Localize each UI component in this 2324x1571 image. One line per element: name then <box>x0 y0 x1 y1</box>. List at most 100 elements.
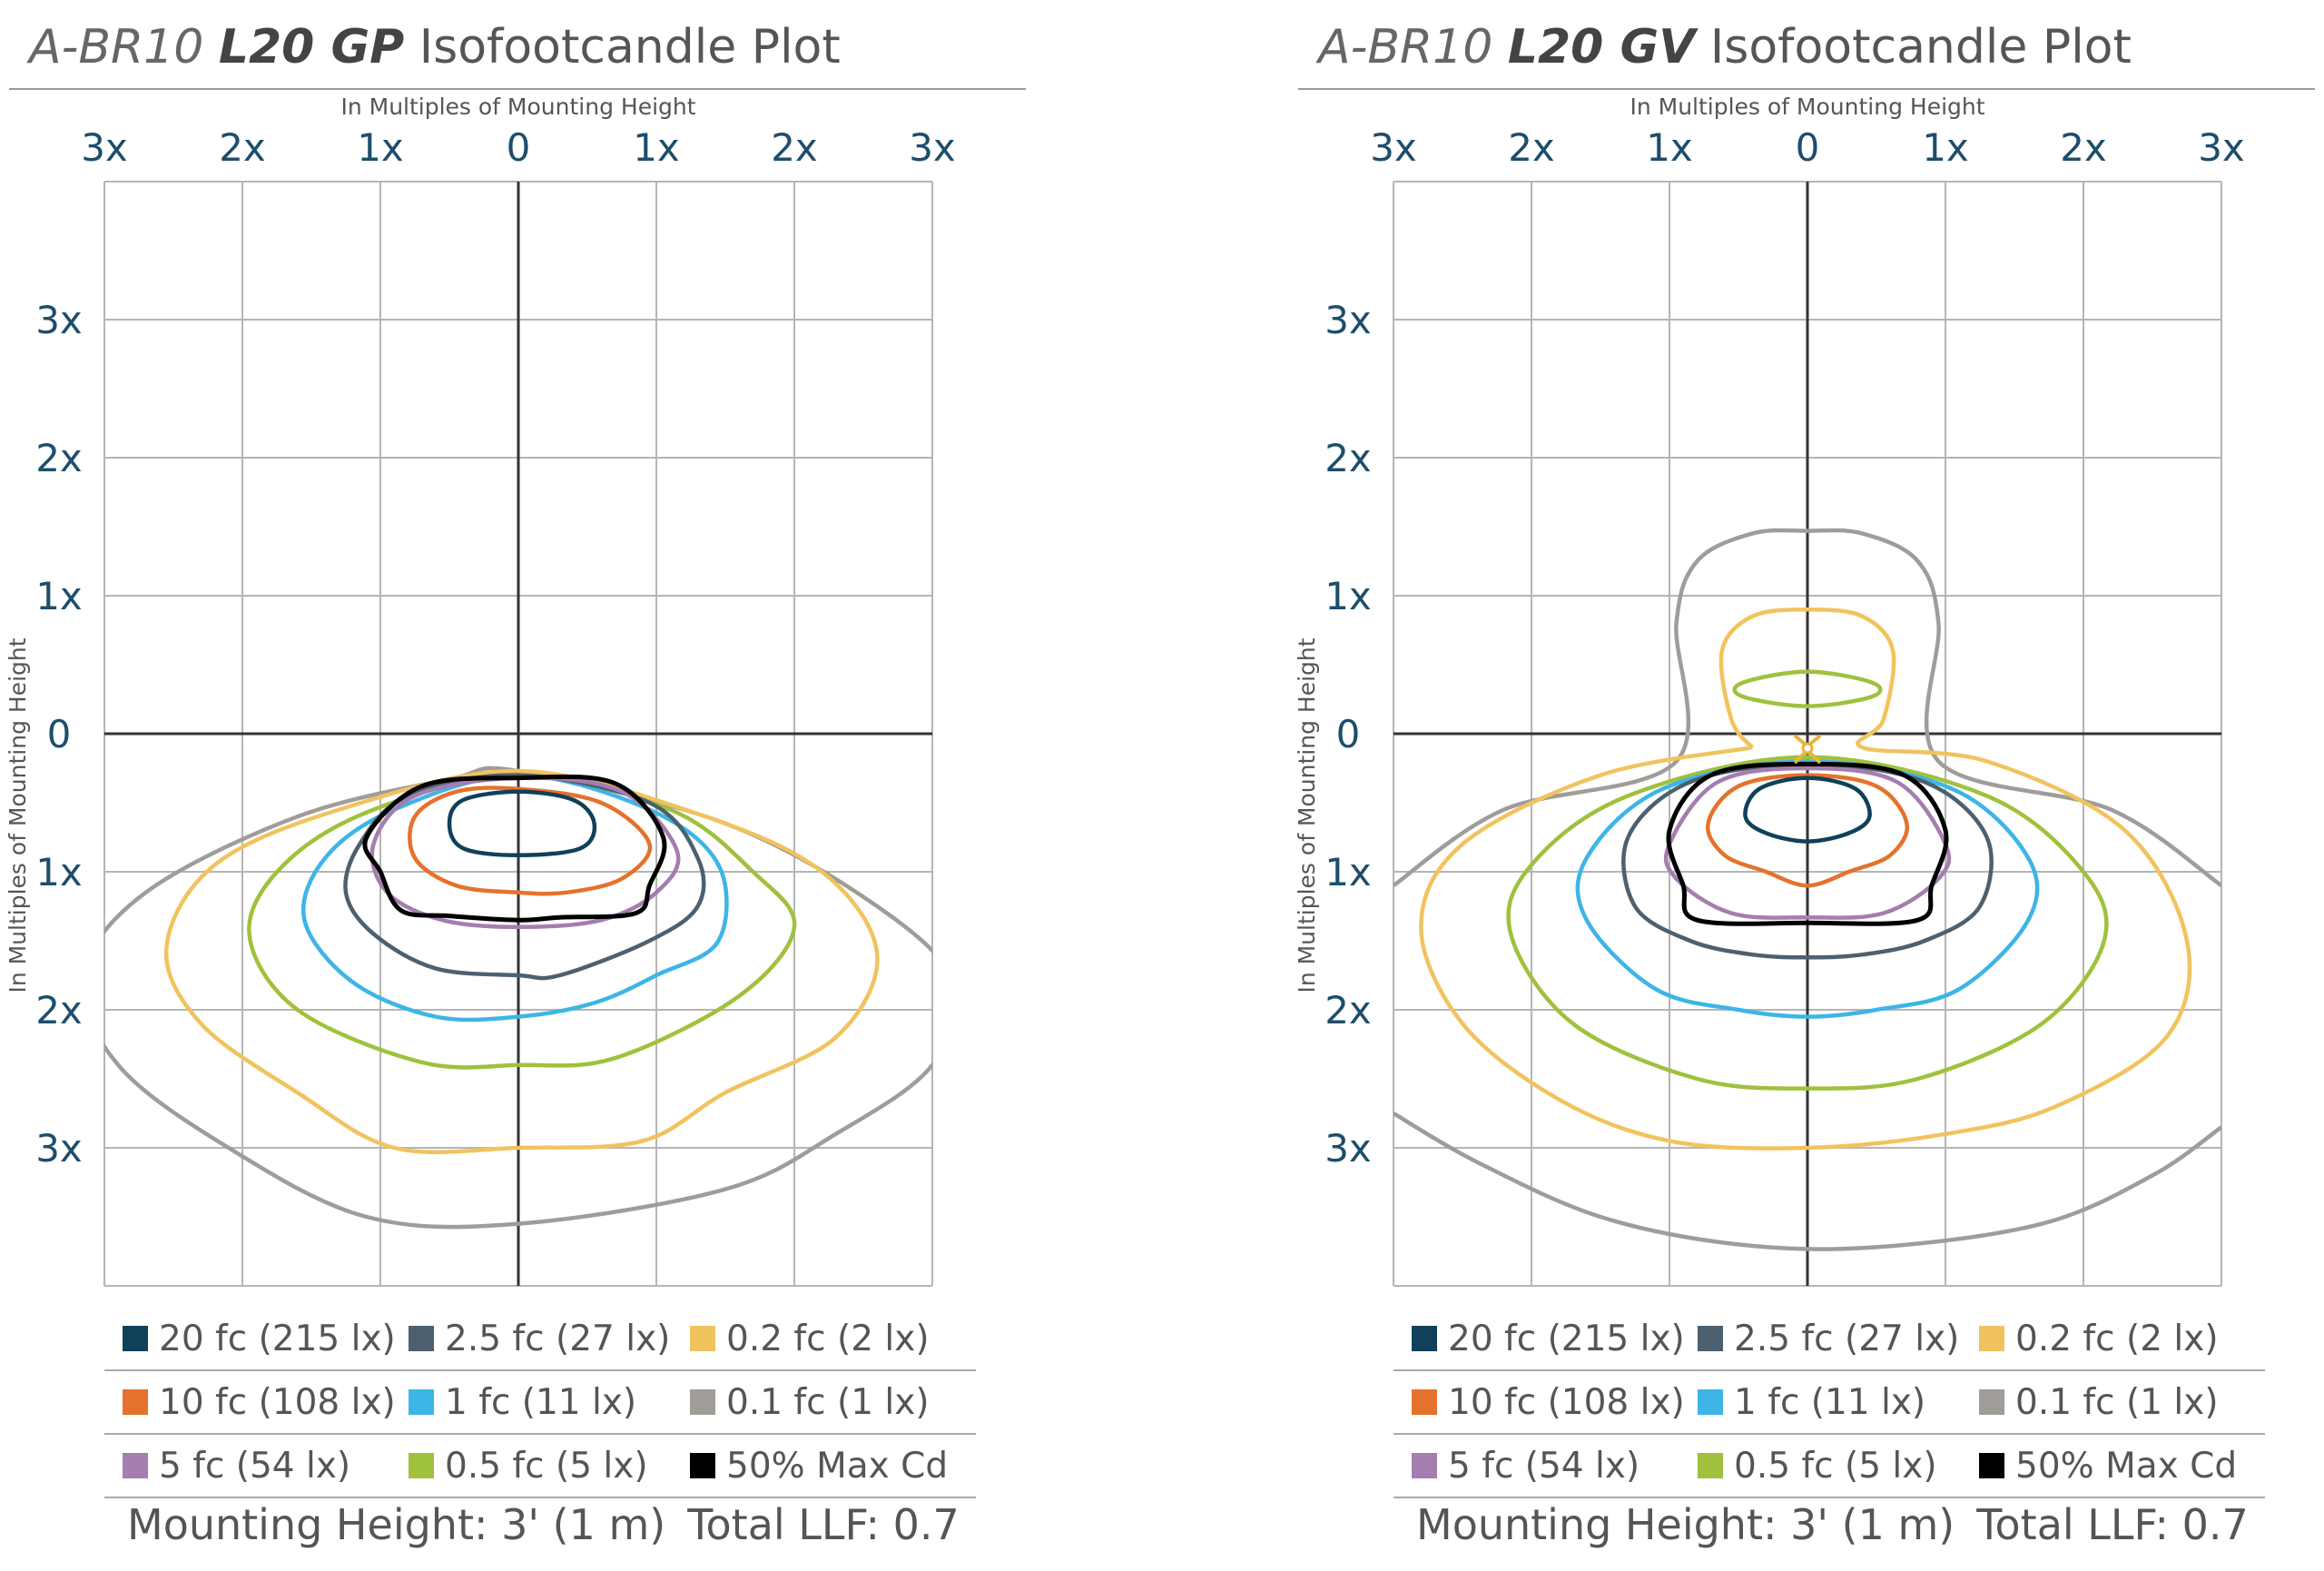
y-tick-label: 3x <box>35 298 83 342</box>
title-prefix: A-BR10 <box>29 20 204 74</box>
legend-label: 5 fc (54 lx) <box>1448 1445 1640 1487</box>
plot-svg: In Multiples of Mounting Height 3x 2x 1x 0 1x… <box>1294 94 2245 1287</box>
legend-item: 50% Max Cd <box>690 1435 948 1497</box>
legend: 20 fc (215 lx) 2.5 fc (27 lx) 0.2 fc (2 … <box>1393 1308 2265 1498</box>
legend-swatch <box>409 1389 434 1415</box>
contour-line <box>1743 776 1872 844</box>
legend-item: 0.1 fc (1 lx) <box>1979 1371 2219 1433</box>
legend-label: 1 fc (11 lx) <box>1734 1381 1926 1423</box>
legend-item: 20 fc (215 lx) <box>1412 1308 1685 1369</box>
contour-line <box>343 773 706 981</box>
x-tick-label: 3x <box>81 125 128 170</box>
isofootcandle-plot: In Multiples of Mounting Height 3x 2x 1x 0 1x… <box>0 91 1044 1299</box>
contour-line <box>1393 528 2221 888</box>
contour-line <box>369 776 681 930</box>
y-tick-label: 0 <box>1336 712 1361 756</box>
legend-label: 0.5 fc (5 lx) <box>445 1445 648 1487</box>
plot-panel-gv: A-BR10 L20 GV Isofootcandle Plot In Mult… <box>1289 0 2324 1571</box>
contour-line <box>104 766 932 1230</box>
contour-line <box>447 789 597 858</box>
contour-group <box>104 766 932 1230</box>
y-tick-label: 1x <box>35 574 83 618</box>
legend-label: 0.1 fc (1 lx) <box>2015 1381 2219 1423</box>
legend-label: 50% Max Cd <box>726 1445 949 1487</box>
y-tick-label: 2x <box>35 988 83 1033</box>
x-tick-label: 2x <box>771 125 818 170</box>
legend-swatch <box>1698 1389 1723 1415</box>
legend-swatch <box>690 1453 715 1478</box>
x-tick-label: 1x <box>357 125 404 170</box>
luminaire-marker-center <box>1801 742 1814 755</box>
y-tick-label: 2x <box>1324 988 1372 1033</box>
x-tick-label: 1x <box>1922 125 1969 170</box>
legend-item: 1 fc (11 lx) <box>409 1371 636 1433</box>
contour-line <box>1621 762 1994 960</box>
legend-label: 0.5 fc (5 lx) <box>1734 1445 1937 1487</box>
x-tick-label: 3x <box>1370 125 1417 170</box>
total-llf: Total LLF: 0.7 <box>1976 1500 2249 1549</box>
contour-line <box>1419 607 2192 1151</box>
contour-line <box>1575 759 2040 1019</box>
legend-swatch <box>123 1453 148 1478</box>
legend-swatch <box>1412 1389 1437 1415</box>
legend-item: 0.5 fc (5 lx) <box>409 1435 648 1497</box>
legend-label: 1 fc (11 lx) <box>445 1381 637 1423</box>
legend-label: 10 fc (108 lx) <box>1448 1381 1685 1423</box>
contour-line <box>1705 773 1910 888</box>
x-tick-label: 2x <box>219 125 266 170</box>
legend-item: 0.2 fc (2 lx) <box>690 1308 930 1369</box>
legend-item: 5 fc (54 lx) <box>1412 1435 1640 1497</box>
legend-label: 20 fc (215 lx) <box>1448 1318 1685 1359</box>
legend-swatch <box>409 1326 434 1351</box>
contour-line <box>1666 761 1949 926</box>
mounting-info: Mounting Height: 3' (1 m) Total LLF: 0.7 <box>127 1500 960 1549</box>
legend-label: 0.2 fc (2 lx) <box>726 1318 930 1359</box>
legend-row: 20 fc (215 lx) 2.5 fc (27 lx) 0.2 fc (2 … <box>104 1308 976 1371</box>
legend-label: 5 fc (54 lx) <box>159 1445 351 1487</box>
legend-swatch <box>1979 1453 2004 1478</box>
legend-swatch <box>1698 1453 1723 1478</box>
legend-item: 2.5 fc (27 lx) <box>1698 1308 1959 1369</box>
legend-item: 10 fc (108 lx) <box>1412 1371 1685 1433</box>
legend-swatch <box>123 1326 148 1351</box>
title-rest: Isofootcandle Plot <box>419 20 841 74</box>
y-axis-label: In Multiples of Mounting Height <box>5 637 31 993</box>
legend-swatch <box>1979 1389 2004 1415</box>
legend-row: 5 fc (54 lx) 0.5 fc (5 lx) 50% Max Cd <box>104 1435 976 1498</box>
legend-swatch <box>123 1389 148 1415</box>
x-axis-label: In Multiples of Mounting Height <box>340 94 695 120</box>
y-tick-label: 1x <box>1324 850 1372 894</box>
y-tick-label: 2x <box>35 436 83 480</box>
plot-svg: In Multiples of Mounting Height 3x 2x 1x 0 1x… <box>5 94 956 1287</box>
x-axis-label: In Multiples of Mounting Height <box>1630 94 1984 120</box>
legend-swatch <box>1412 1326 1437 1351</box>
title-divider <box>1298 88 2315 90</box>
contour-line <box>1663 766 1952 920</box>
legend-label: 0.1 fc (1 lx) <box>726 1381 930 1423</box>
chart-title: A-BR10 L20 GV Isofootcandle Plot <box>1318 20 2132 74</box>
legend-item: 2.5 fc (27 lx) <box>409 1308 670 1369</box>
legend-label: 10 fc (108 lx) <box>159 1381 396 1423</box>
legend-swatch <box>1698 1326 1723 1351</box>
mounting-info: Mounting Height: 3' (1 m) Total LLF: 0.7 <box>1416 1500 2249 1549</box>
legend-swatch <box>690 1326 715 1351</box>
total-llf: Total LLF: 0.7 <box>687 1500 960 1549</box>
isofootcandle-plot: In Multiples of Mounting Height 3x 2x 1x 0 1x… <box>1289 91 2324 1299</box>
contour-line <box>408 786 653 896</box>
x-tick-label: 1x <box>633 125 680 170</box>
y-tick-label: 1x <box>1324 574 1372 618</box>
contour-line <box>301 773 729 1023</box>
contour-line <box>163 768 880 1155</box>
legend-item: 0.2 fc (2 lx) <box>1979 1308 2219 1369</box>
legend-label: 0.2 fc (2 lx) <box>2015 1318 2219 1359</box>
y-tick-label: 3x <box>1324 298 1372 342</box>
legend-item: 50% Max Cd <box>1979 1435 2237 1497</box>
legend-label: 50% Max Cd <box>2015 1445 2238 1487</box>
legend-item: 1 fc (11 lx) <box>1698 1371 1925 1433</box>
plot-panel-gp: A-BR10 L20 GP Isofootcandle Plot In Mult… <box>0 0 1044 1571</box>
legend-swatch <box>1979 1326 2004 1351</box>
legend-row: 10 fc (108 lx) 1 fc (11 lx) 0.1 fc (1 lx… <box>104 1371 976 1435</box>
title-divider <box>9 88 1026 90</box>
y-tick-label: 2x <box>1324 436 1372 480</box>
y-axis-label: In Multiples of Mounting Height <box>1294 637 1320 993</box>
